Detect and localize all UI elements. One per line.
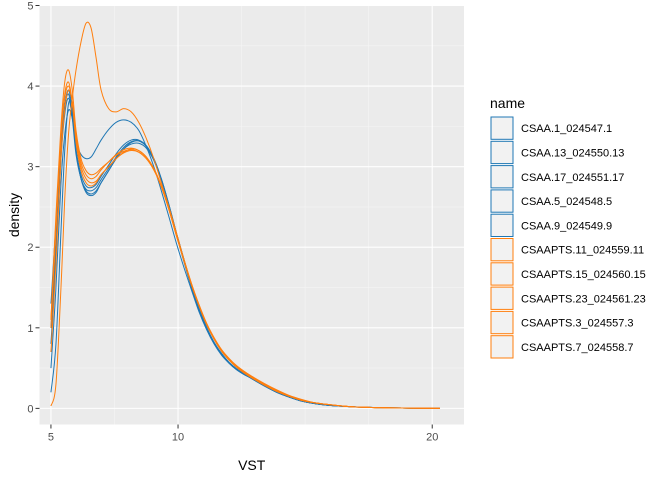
legend-label: CSAA.13_024550.13 bbox=[521, 147, 624, 159]
legend-key bbox=[490, 213, 514, 237]
y-tick-label: 2 bbox=[27, 242, 33, 254]
legend-label: CSAAPTS.11_024559.11 bbox=[521, 245, 644, 257]
x-axis-ticks: 5 10 20 bbox=[48, 424, 438, 444]
legend: name CSAA.1_024547.1CSAA.13_024550.13CSA… bbox=[490, 95, 646, 359]
density-line bbox=[50, 69, 440, 409]
grid-major bbox=[39, 4, 464, 425]
legend-key bbox=[490, 116, 514, 140]
legend-label: CSAAPTS.15_024560.15 bbox=[521, 269, 646, 281]
legend-key bbox=[490, 189, 514, 213]
y-axis-ticks: 0 1 2 3 4 5 bbox=[27, 1, 40, 415]
legend-label: CSAAPTS.7_024558.7 bbox=[521, 342, 634, 354]
y-tick-label: 5 bbox=[27, 1, 33, 13]
y-axis-title: density bbox=[6, 193, 22, 237]
x-tick-label: 10 bbox=[172, 432, 184, 444]
legend-label: CSAA.9_024549.9 bbox=[521, 220, 612, 232]
y-tick-label: 1 bbox=[27, 323, 33, 335]
legend-key bbox=[490, 238, 514, 262]
legend-label: CSAA.17_024551.17 bbox=[521, 172, 624, 184]
legend-label: CSAA.1_024547.1 bbox=[521, 123, 612, 135]
x-tick-label: 20 bbox=[426, 432, 438, 444]
legend-title: name bbox=[490, 95, 525, 111]
series-lines bbox=[50, 21, 440, 409]
legend-key bbox=[490, 310, 514, 335]
legend-label: CSAAPTS.23_024561.23 bbox=[521, 293, 646, 305]
legend-key bbox=[490, 335, 514, 359]
legend-label: CSAAPTS.3_024557.3 bbox=[521, 318, 634, 330]
legend-key bbox=[490, 140, 514, 165]
y-tick-label: 4 bbox=[27, 81, 33, 93]
x-tick-label: 5 bbox=[48, 432, 54, 444]
x-axis-title: VST bbox=[238, 457, 266, 473]
legend-label: CSAA.5_024548.5 bbox=[521, 196, 612, 208]
legend-items: CSAA.1_024547.1 CSAA.13_024550.13 CSAA.17_… bbox=[490, 116, 646, 359]
plot-panel bbox=[39, 5, 464, 425]
grid-minor bbox=[39, 5, 464, 425]
y-tick-label: 0 bbox=[27, 403, 33, 415]
legend-key bbox=[490, 165, 514, 189]
legend-key bbox=[490, 286, 514, 310]
y-tick-label: 3 bbox=[27, 162, 33, 174]
legend-key bbox=[490, 262, 514, 286]
